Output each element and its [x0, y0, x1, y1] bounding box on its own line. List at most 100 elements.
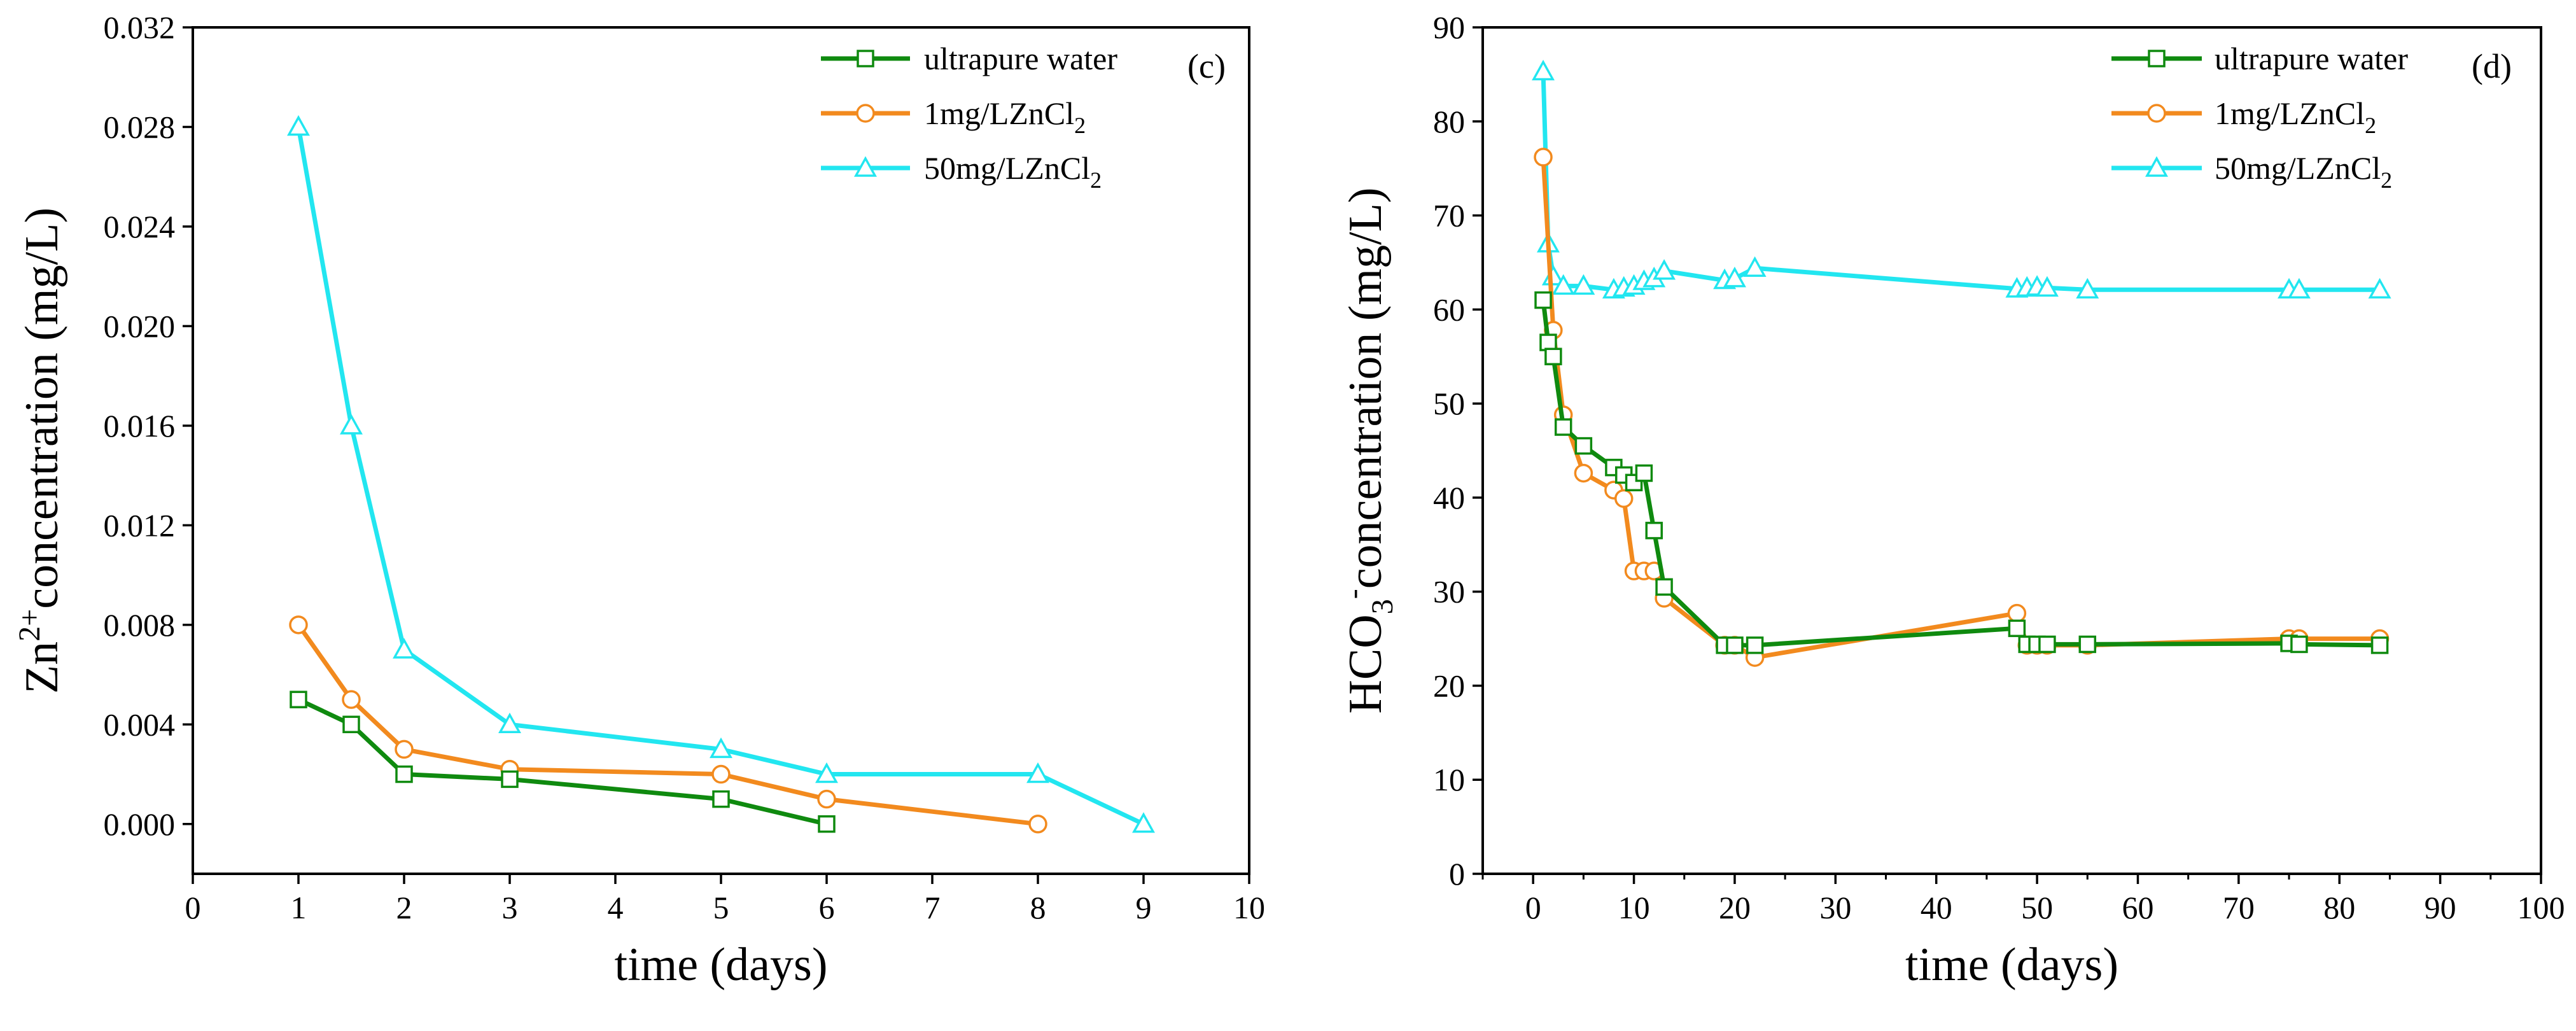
panel-label: (d)	[2472, 47, 2512, 85]
data-point	[1645, 521, 1663, 540]
legend-swatch-marker	[854, 156, 877, 177]
data-point	[2035, 276, 2059, 297]
y-axis-title-rest: concentration (mg/L)	[16, 207, 68, 609]
data-point	[342, 690, 361, 709]
legend-label: 50mg/LZnCl2	[924, 150, 1102, 193]
y-tick-label: 20	[1433, 668, 1465, 703]
legend-entry: ultrapure water	[821, 41, 1117, 76]
x-tick-label: 9	[1136, 890, 1152, 925]
legend-label-main: ultrapure water	[2215, 41, 2408, 76]
legend-swatch-marker	[2145, 156, 2168, 177]
data-point	[1746, 636, 1764, 654]
series-line	[1541, 300, 2380, 648]
plot-frame	[1481, 26, 2542, 875]
data-point	[1551, 274, 1575, 295]
legend-label-main: 50mg/LZnCl	[924, 150, 1090, 186]
data-point	[340, 414, 363, 435]
data-point	[710, 737, 732, 759]
x-axis-title: time (days)	[1905, 939, 2118, 991]
data-point	[498, 712, 521, 734]
legend-label: 50mg/LZnCl2	[2215, 150, 2392, 193]
legend-label: ultrapure water	[2215, 41, 2408, 76]
data-point	[1132, 812, 1155, 833]
x-tick-label: 70	[2223, 890, 2255, 925]
legend-label-main: ultrapure water	[924, 41, 1117, 76]
x-tick-label: 8	[1030, 890, 1046, 925]
data-point	[2008, 619, 2026, 638]
data-point	[1028, 815, 1047, 834]
legend-entry: ultrapure water	[2111, 41, 2408, 76]
legend-swatch-marker	[856, 104, 875, 123]
x-tick-label: 6	[819, 890, 835, 925]
legend-label: 1mg/LZnCl2	[2215, 95, 2376, 138]
data-point	[1653, 259, 1676, 280]
x-tick-label: 4	[608, 890, 624, 925]
data-point	[1539, 333, 1557, 351]
x-tick-label: 10	[1233, 890, 1265, 925]
data-point	[1534, 148, 1553, 167]
y-axis-title-base: Zn	[16, 642, 68, 694]
data-point	[1635, 464, 1653, 482]
data-point	[1726, 636, 1744, 654]
y-tick-label: 0	[1449, 856, 1465, 892]
x-tick-label: 40	[1921, 890, 1952, 925]
data-point	[2287, 277, 2311, 299]
x-tick-label: 5	[713, 890, 729, 925]
legend-entry: 50mg/LZnCl2	[821, 150, 1102, 193]
series-line	[296, 126, 1145, 826]
data-point	[1574, 463, 1593, 483]
legend-swatch-marker	[857, 50, 874, 67]
data-point	[712, 790, 730, 808]
y-axis-title: HCO3-concentration (mg/L)	[1336, 187, 1399, 713]
data-point	[2078, 635, 2097, 654]
data-point	[287, 115, 310, 136]
y-tick-label: 0.000	[104, 806, 176, 842]
series-ultrapure	[290, 691, 836, 833]
legend-label-subscript: 2	[2381, 167, 2392, 193]
data-point	[1554, 418, 1572, 436]
data-point	[1532, 59, 1555, 81]
series-one_mg	[289, 615, 1047, 834]
legend-label-subscript: 2	[2365, 113, 2376, 138]
data-point	[290, 691, 307, 708]
legend-entry: 1mg/LZnCl2	[2111, 95, 2376, 138]
legend-label-main: 50mg/LZnCl	[2215, 150, 2381, 186]
legend-label: 1mg/LZnCl2	[924, 95, 1086, 138]
legend-label-main: 1mg/LZnCl	[2215, 95, 2365, 131]
y-axis-title-subscript: 3	[1366, 599, 1399, 614]
data-point	[1743, 256, 1767, 277]
y-tick-label: 0.008	[104, 607, 176, 643]
x-tick-label: 10	[1618, 890, 1650, 925]
legend-entry: 50mg/LZnCl2	[2111, 150, 2392, 193]
y-axis-title-superscript: -	[1336, 589, 1370, 599]
legend-label-subscript: 2	[1074, 113, 1086, 138]
x-tick-label: 30	[1819, 890, 1851, 925]
x-tick-label: 100	[2517, 890, 2565, 925]
panel-label: (c)	[1187, 47, 1226, 85]
y-tick-label: 60	[1433, 291, 1465, 327]
y-tick-label: 0.024	[104, 209, 176, 244]
y-tick-label: 80	[1433, 104, 1465, 139]
data-point	[2038, 635, 2056, 654]
data-point	[1544, 347, 1562, 365]
x-tick-label: 7	[925, 890, 941, 925]
data-point	[2368, 277, 2391, 299]
x-tick-label: 20	[1719, 890, 1751, 925]
data-point	[395, 740, 414, 759]
data-point	[1723, 266, 1746, 288]
data-point	[2007, 603, 2027, 623]
data-point	[1655, 578, 1673, 596]
y-tick-label: 0.020	[104, 308, 176, 344]
x-tick-label: 2	[396, 890, 412, 925]
data-point	[1572, 274, 1595, 295]
x-tick-label: 0	[185, 890, 201, 925]
x-tick-label: 50	[2021, 890, 2053, 925]
legend-label-subscript: 2	[1090, 167, 1102, 193]
y-tick-label: 90	[1433, 10, 1465, 45]
data-point	[1026, 762, 1049, 783]
y-tick-label: 30	[1433, 574, 1465, 610]
legend-swatch-marker	[2148, 50, 2166, 67]
legend-label: ultrapure water	[924, 41, 1117, 76]
data-point	[1534, 291, 1552, 309]
